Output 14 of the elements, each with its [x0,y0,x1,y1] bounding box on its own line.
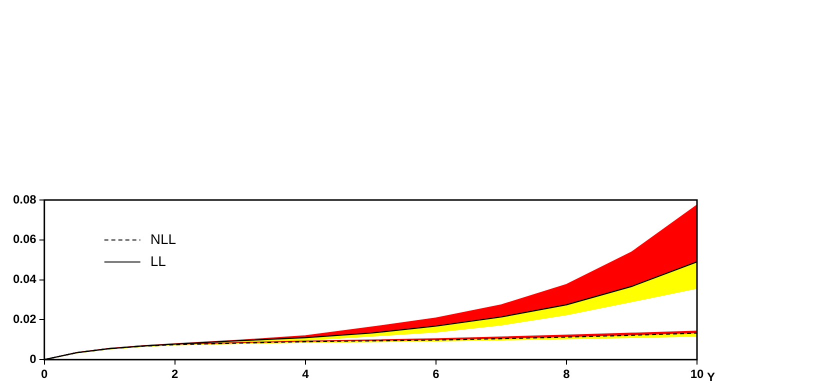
x-axis-title: Y [707,370,716,384]
legend-label: NLL [150,230,176,247]
y-tick-label: 0.06 [12,232,37,246]
y-tick-label: 0.08 [12,192,37,206]
legend-label: LL [150,252,166,269]
x-tick-label: 10 [690,367,704,382]
x-tick-label: 6 [432,367,440,382]
x-tick-label: 0 [41,367,48,382]
x-tick-label: 4 [302,367,310,382]
y-tick-label: 0 [30,352,37,366]
y-tick-label: 0.04 [12,272,37,286]
x-tick-label: 8 [563,367,570,382]
x-tick-label: 2 [172,367,179,382]
y-tick-label: 0.02 [12,312,37,326]
